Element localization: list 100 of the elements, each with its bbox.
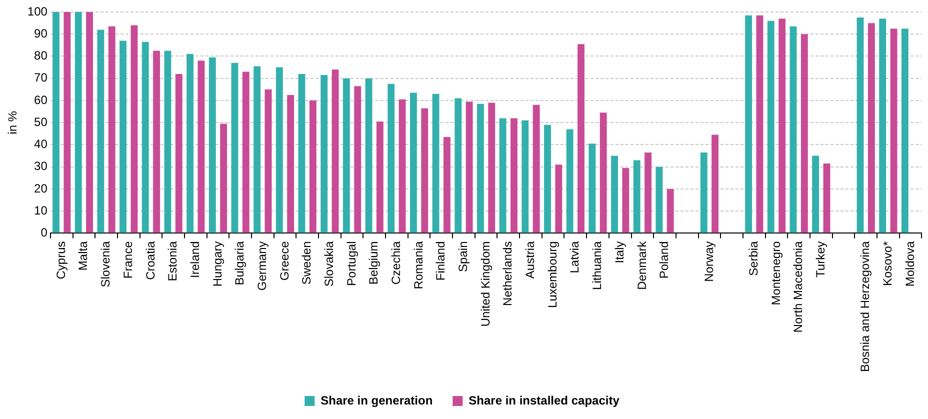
x-tick-label: Netherlands <box>500 241 515 306</box>
bar <box>812 156 820 233</box>
bar <box>868 23 875 233</box>
y-tick-label: 80 <box>34 48 48 63</box>
x-tick-label: Slovenia <box>98 240 113 288</box>
bar <box>231 62 238 233</box>
bar <box>208 57 216 233</box>
x-tick-label: Czechia <box>389 240 404 285</box>
bar <box>778 18 786 233</box>
x-tick-label: Cyprus <box>54 241 68 280</box>
y-tick-label: 0 <box>40 226 48 240</box>
y-tick-label: 10 <box>34 203 48 218</box>
bar <box>856 18 864 233</box>
x-tick-label: Luxembourg <box>545 241 560 308</box>
y-tick-label: 70 <box>34 70 48 85</box>
y-tick-label: 100 <box>27 4 48 18</box>
bar <box>532 104 540 233</box>
bar <box>600 112 607 233</box>
x-tick-label: Croatia <box>143 240 158 280</box>
bar <box>566 129 574 233</box>
x-tick-label: France <box>120 240 135 279</box>
bar <box>633 160 640 233</box>
y-tick-label: 20 <box>34 181 48 196</box>
x-tick-label: North Macedonia <box>791 240 806 333</box>
x-tick-label: Portugal <box>344 241 358 286</box>
bar <box>142 42 149 233</box>
x-tick-label: Italy <box>612 241 626 264</box>
y-tick-label: 30 <box>34 159 48 174</box>
bar <box>745 15 752 233</box>
y-tick-label: 90 <box>34 26 48 40</box>
y-tick-label: 50 <box>34 114 48 129</box>
y-axis-title: in % <box>6 110 20 134</box>
x-tick-label: Germany <box>254 241 269 291</box>
bar <box>388 84 395 233</box>
bar <box>86 12 93 233</box>
bar <box>790 26 797 233</box>
x-tick-label: Lithuania <box>590 240 604 290</box>
bar <box>712 134 719 233</box>
bar <box>354 86 362 233</box>
y-tick-label: 40 <box>34 137 48 152</box>
bar <box>64 12 71 233</box>
bar <box>198 60 205 233</box>
x-tick-label: Bulgaria <box>232 240 247 286</box>
bar <box>332 70 339 233</box>
bar <box>454 98 462 233</box>
bar <box>800 34 808 233</box>
x-tick-label: United Kingdom <box>478 241 492 327</box>
bar <box>611 156 618 233</box>
x-tick-label: Moldova <box>902 240 917 287</box>
x-tick-label: Spain <box>456 241 470 272</box>
bar <box>510 118 518 233</box>
bar <box>398 99 406 233</box>
bar <box>444 137 450 233</box>
x-tick-label: Bosnia and Herzegovina <box>858 240 872 372</box>
y-tick-label: 60 <box>34 92 48 107</box>
x-tick-label: Malta <box>76 240 90 271</box>
bar <box>52 12 60 233</box>
bar <box>242 72 250 233</box>
x-tick-label: Hungary <box>210 241 224 287</box>
bar <box>890 28 898 233</box>
bar <box>108 26 116 233</box>
bar <box>756 15 764 233</box>
bar <box>555 164 562 233</box>
bar <box>410 92 417 233</box>
bar <box>220 124 228 233</box>
x-tick-label: Greece <box>277 240 292 281</box>
bar <box>153 50 160 233</box>
bar <box>97 30 104 233</box>
bar <box>276 67 283 233</box>
bar <box>164 50 172 233</box>
bar <box>879 18 886 233</box>
bar <box>544 124 551 233</box>
bar <box>120 40 126 233</box>
x-tick-label: Estonia <box>166 240 180 282</box>
x-tick-label: Montenegro <box>768 240 783 306</box>
bar <box>588 144 596 233</box>
bar <box>264 89 272 233</box>
bar <box>477 104 484 233</box>
bar <box>466 102 473 233</box>
x-tick-label: Slovakia <box>322 240 336 287</box>
bar <box>287 94 294 233</box>
bar <box>767 20 774 233</box>
x-tick-label: Poland <box>657 241 672 279</box>
bar <box>320 75 328 233</box>
x-tick-label: Turkey <box>813 241 828 278</box>
bar <box>644 152 652 233</box>
x-tick-label: Belgium <box>366 241 381 285</box>
legend-label: Share in installed capacity <box>468 393 620 408</box>
bar <box>298 74 306 233</box>
x-tick-label: Norway <box>702 241 716 282</box>
bar <box>522 120 529 233</box>
legend-label: Share in generation <box>320 393 433 408</box>
bar <box>901 28 908 233</box>
bar <box>342 78 350 233</box>
bar <box>656 166 663 233</box>
bar <box>488 102 496 233</box>
bar <box>130 25 138 233</box>
x-tick-label: Austria <box>523 240 538 279</box>
bar <box>622 168 630 233</box>
bar <box>186 54 194 233</box>
